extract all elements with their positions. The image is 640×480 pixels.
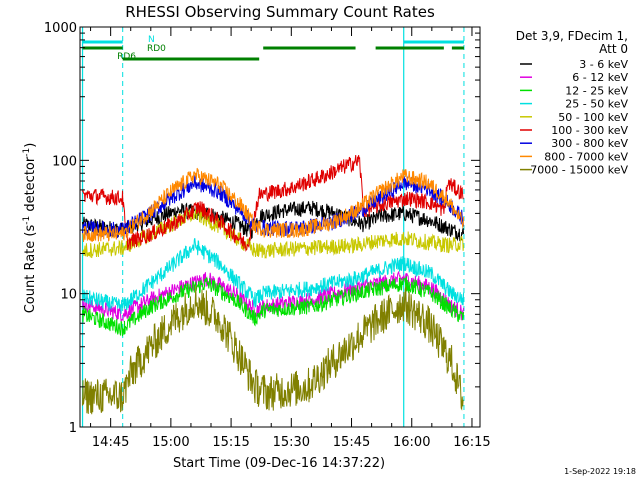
series-line-5 [82,154,464,252]
series-line-8 [82,285,464,415]
y-tick-label-1: 10 [60,288,77,303]
x-axis-label: Start Time (09-Dec-16 14:37:22) [173,456,385,471]
series-line-7 [82,167,465,243]
legend-label-3: 25 - 50 keV [565,98,628,111]
x-axis: 14:45 15:00 15:15 15:30 15:45 16:00 16:15 [90,27,491,450]
y-tick-label-0: 1 [69,421,77,436]
series-line-3 [82,238,465,314]
x-tick-label-0: 14:45 [92,435,129,450]
x-tick-label-6: 16:15 [453,435,490,450]
legend-label-6: 300 - 800 keV [551,137,628,150]
series-line-1 [82,271,465,323]
y-axis-label: Count Rate (s-1 detector-1) [22,143,38,314]
y-tick-label-2: 100 [52,154,77,169]
x-tick-label-1: 15:00 [152,435,189,450]
x-tick-label-3: 15:30 [273,435,310,450]
legend-title-line-2: Att 0 [599,42,628,56]
x-tick-label-2: 15:15 [212,435,249,450]
legend-label-0: 3 - 6 keV [579,58,628,71]
legend-title: Det 3,9, FDecim 1, Att 0 [516,29,628,56]
x-tick-label-4: 15:45 [333,435,370,450]
legend-label-1: 6 - 12 keV [572,71,628,84]
legend-label-5: 100 - 300 keV [551,124,628,137]
plot-frame [79,26,481,428]
series-line-2 [82,276,465,337]
flag-label-1: RD0 [147,44,166,54]
legend-label-8: 7000 - 15000 keV [530,164,628,177]
legend-label-4: 50 - 100 keV [558,111,628,124]
y-axis-label-exp2: -1 [22,148,32,157]
legend-label-2: 12 - 25 keV [565,84,628,97]
y-axis: 1 10 100 1000 [44,21,480,436]
footer-timestamp: 1-Sep-2022 19:18 [564,467,636,476]
y-axis-label-base: Count Rate (s [23,225,38,314]
y-axis-label-end: ) [23,143,38,148]
flag-label-0: N [148,35,155,45]
legend-title-line-1: Det 3,9, FDecim 1, [516,29,628,43]
flag-label-2: RD6 [117,52,136,62]
chart-title: RHESSI Observing Summary Count Rates [125,3,435,21]
series-line-4 [82,205,465,259]
x-tick-label-5: 16:00 [393,435,430,450]
y-axis-label-mid: detector [23,156,38,216]
y-tick-label-3: 1000 [44,21,77,36]
y-axis-label-exp1: -1 [22,216,32,225]
legend-label-7: 800 - 7000 keV [544,150,628,163]
